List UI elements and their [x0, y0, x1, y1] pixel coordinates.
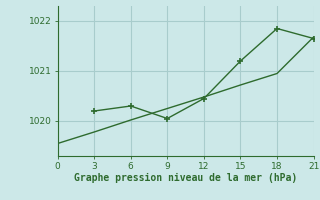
- X-axis label: Graphe pression niveau de la mer (hPa): Graphe pression niveau de la mer (hPa): [74, 173, 297, 183]
